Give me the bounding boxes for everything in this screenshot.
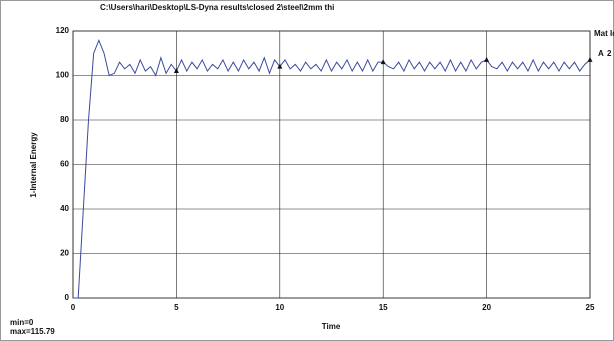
chart-title: C:\Users\hari\Desktop\LS-Dyna results\cl… — [100, 3, 334, 12]
x-tick-label: 10 — [275, 303, 284, 312]
y-tick-label: 60 — [60, 160, 69, 169]
x-tick-label: 15 — [379, 303, 388, 312]
x-tick-label: 20 — [482, 303, 491, 312]
y-tick-label: 100 — [56, 71, 70, 80]
x-axis-label: Time — [322, 322, 341, 331]
y-tick-label: 80 — [60, 115, 69, 124]
y-axis-label: 1-Internal Energy — [29, 132, 38, 198]
x-tick-label: 25 — [586, 303, 595, 312]
y-tick-label: 40 — [60, 204, 69, 213]
y-tick-label: 120 — [56, 26, 70, 35]
x-tick-label: 5 — [174, 303, 179, 312]
x-tick-label: 0 — [71, 303, 76, 312]
legend-title: Mat Id — [594, 29, 614, 38]
max-label: max=115.79 — [10, 327, 55, 336]
curve-marker — [587, 56, 593, 62]
curve-marker — [380, 59, 386, 65]
min-label: min=0 — [10, 318, 34, 327]
y-tick-label: 20 — [60, 249, 69, 258]
y-tick-label: 0 — [65, 293, 70, 302]
curve-marker — [277, 63, 283, 69]
curve-marker — [173, 68, 179, 74]
legend-symbol: A — [598, 49, 604, 58]
legend-label: 2 — [607, 49, 612, 58]
curve-marker — [484, 56, 490, 62]
series-line — [73, 39, 591, 299]
